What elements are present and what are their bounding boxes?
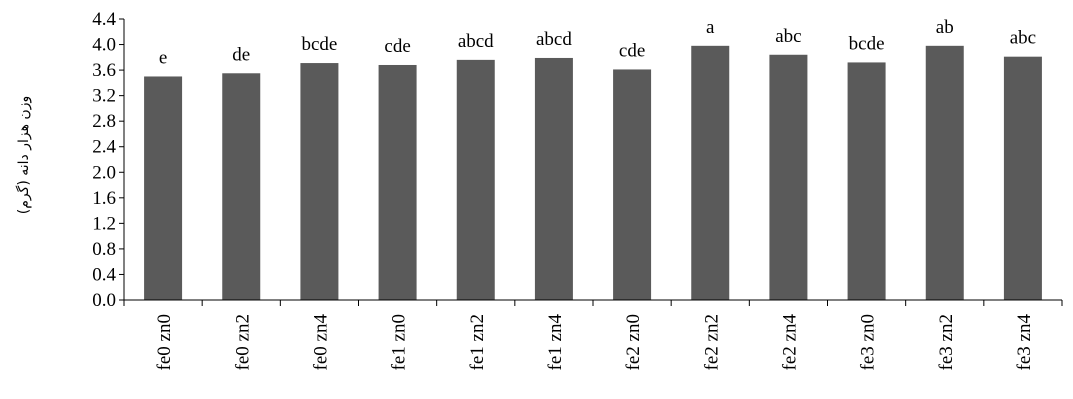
significance-label: e: [159, 47, 167, 68]
category-label: fe3 zn2: [936, 314, 957, 370]
significance-label: bcde: [301, 34, 337, 55]
bar: [144, 76, 183, 301]
y-tick-label: 4.4: [92, 9, 116, 30]
y-axis-ticks: 0.0 0.4 0.8 1.2 1.6 2.0 2.4 2.8 3.2 3.6 4.0 4.4: [92, 9, 116, 311]
significance-label: a: [706, 17, 715, 38]
y-tick-label: 2.4: [92, 137, 116, 158]
category-label: fe3 zn0: [858, 314, 879, 370]
category-label: fe1 zn2: [467, 314, 488, 370]
category-label: fe2 zn4: [779, 314, 800, 371]
significance-label: abc: [1010, 28, 1036, 49]
bar: [378, 64, 417, 301]
bar: [1003, 56, 1042, 300]
significance-label: ab: [936, 17, 954, 38]
y-tick-label: 0.8: [92, 239, 116, 260]
bar: [925, 45, 964, 301]
category-label: fe1 zn4: [545, 314, 566, 371]
y-tick-label: 1.2: [92, 213, 116, 234]
bar: [222, 73, 261, 300]
y-tick-label: 3.2: [92, 86, 116, 107]
category-label: fe0 zn0: [154, 314, 175, 370]
category-label: fe0 zn2: [232, 314, 253, 370]
bar: [691, 45, 730, 301]
y-tick-label: 2.0: [92, 162, 116, 183]
category-label: fe3 zn4: [1014, 314, 1035, 371]
significance-labels: e de bcde cde abcd abcd cde a abc bcde ab abc: [159, 17, 1036, 69]
significance-label: bcde: [849, 33, 885, 54]
y-axis-label: وزن هزار دانه (گرم): [15, 96, 32, 214]
y-tick-label: 2.8: [92, 111, 116, 132]
y-tick-label: 3.6: [92, 60, 116, 81]
significance-label: abcd: [458, 31, 494, 52]
category-label: fe0 zn4: [310, 314, 331, 371]
bar: [613, 69, 652, 300]
significance-label: cde: [384, 36, 410, 57]
significance-label: de: [232, 44, 250, 65]
significance-label: abcd: [536, 29, 572, 50]
axes: [119, 18, 1063, 306]
y-tick-label: 4.0: [92, 35, 116, 56]
category-label: fe1 zn0: [389, 314, 410, 370]
bars: [144, 45, 1042, 301]
y-tick-label: 0.0: [92, 290, 116, 311]
y-tick-label: 0.4: [92, 264, 116, 285]
category-label: fe2 zn2: [701, 314, 722, 370]
bar: [456, 59, 495, 300]
significance-label: cde: [619, 40, 645, 61]
y-tick-label: 1.6: [92, 188, 116, 209]
bar: [769, 54, 808, 300]
bar: [847, 62, 886, 300]
x-axis-categories: fe0 zn0 fe0 zn2 fe0 zn4 fe1 zn0 fe1 zn2 fe1 z…: [154, 314, 1035, 371]
category-label: fe2 zn0: [623, 314, 644, 370]
significance-label: abc: [775, 26, 801, 47]
bar: [534, 57, 573, 300]
bar: [300, 63, 339, 300]
